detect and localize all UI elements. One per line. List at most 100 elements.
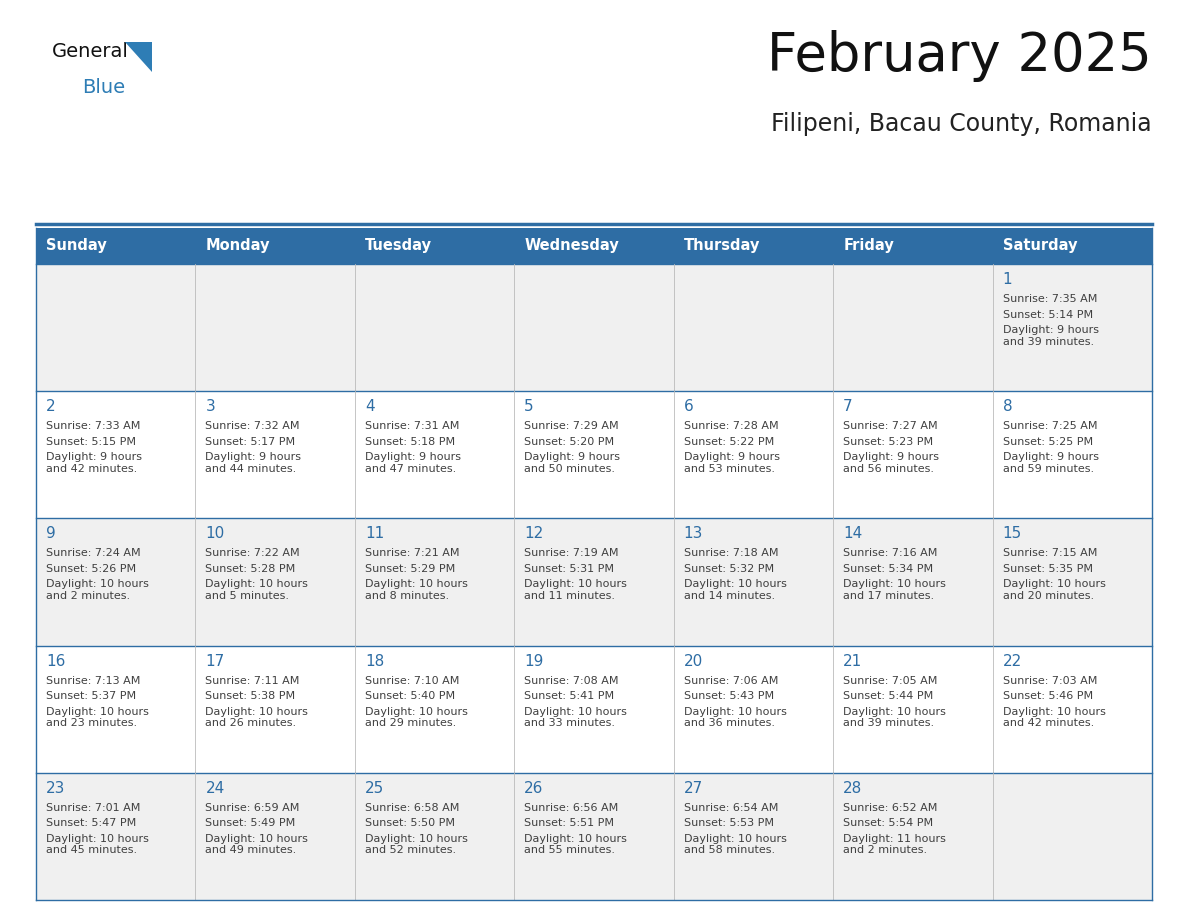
Text: Daylight: 9 hours
and 44 minutes.: Daylight: 9 hours and 44 minutes. bbox=[206, 453, 302, 474]
Text: Daylight: 10 hours
and 8 minutes.: Daylight: 10 hours and 8 minutes. bbox=[365, 579, 468, 601]
Text: Sunset: 5:18 PM: Sunset: 5:18 PM bbox=[365, 437, 455, 447]
Bar bbox=[36, 645, 1152, 773]
Text: 2: 2 bbox=[46, 399, 56, 414]
Text: Sunrise: 7:21 AM: Sunrise: 7:21 AM bbox=[365, 548, 460, 558]
Bar bbox=[36, 519, 1152, 645]
Text: Sunrise: 7:03 AM: Sunrise: 7:03 AM bbox=[1003, 676, 1097, 686]
Text: Sunrise: 7:28 AM: Sunrise: 7:28 AM bbox=[684, 421, 778, 431]
Text: Daylight: 10 hours
and 42 minutes.: Daylight: 10 hours and 42 minutes. bbox=[1003, 707, 1106, 728]
Text: Sunset: 5:41 PM: Sunset: 5:41 PM bbox=[524, 691, 614, 701]
Text: Sunset: 5:32 PM: Sunset: 5:32 PM bbox=[684, 564, 773, 574]
Text: Daylight: 9 hours
and 59 minutes.: Daylight: 9 hours and 59 minutes. bbox=[1003, 453, 1099, 474]
Text: Daylight: 10 hours
and 55 minutes.: Daylight: 10 hours and 55 minutes. bbox=[524, 834, 627, 856]
Bar bbox=[36, 264, 1152, 391]
Text: Sunrise: 6:56 AM: Sunrise: 6:56 AM bbox=[524, 803, 619, 812]
Text: 23: 23 bbox=[46, 781, 65, 796]
Text: Sunset: 5:54 PM: Sunset: 5:54 PM bbox=[843, 818, 934, 828]
Text: Daylight: 10 hours
and 45 minutes.: Daylight: 10 hours and 45 minutes. bbox=[46, 834, 148, 856]
Text: Sunset: 5:29 PM: Sunset: 5:29 PM bbox=[365, 564, 455, 574]
Text: Sunrise: 6:52 AM: Sunrise: 6:52 AM bbox=[843, 803, 937, 812]
Text: 24: 24 bbox=[206, 781, 225, 796]
Text: Sunset: 5:25 PM: Sunset: 5:25 PM bbox=[1003, 437, 1093, 447]
Text: 3: 3 bbox=[206, 399, 215, 414]
Text: 28: 28 bbox=[843, 781, 862, 796]
Text: Sunset: 5:46 PM: Sunset: 5:46 PM bbox=[1003, 691, 1093, 701]
Text: 16: 16 bbox=[46, 654, 65, 668]
Text: Sunset: 5:31 PM: Sunset: 5:31 PM bbox=[524, 564, 614, 574]
Text: Daylight: 11 hours
and 2 minutes.: Daylight: 11 hours and 2 minutes. bbox=[843, 834, 946, 856]
Text: Sunrise: 7:33 AM: Sunrise: 7:33 AM bbox=[46, 421, 140, 431]
Text: 10: 10 bbox=[206, 526, 225, 542]
Text: Sunset: 5:20 PM: Sunset: 5:20 PM bbox=[524, 437, 614, 447]
Text: Daylight: 10 hours
and 49 minutes.: Daylight: 10 hours and 49 minutes. bbox=[206, 834, 309, 856]
Text: Sunrise: 7:25 AM: Sunrise: 7:25 AM bbox=[1003, 421, 1097, 431]
Text: 9: 9 bbox=[46, 526, 56, 542]
Text: 7: 7 bbox=[843, 399, 853, 414]
Text: Sunrise: 6:59 AM: Sunrise: 6:59 AM bbox=[206, 803, 299, 812]
Text: Daylight: 10 hours
and 2 minutes.: Daylight: 10 hours and 2 minutes. bbox=[46, 579, 148, 601]
Text: Sunset: 5:53 PM: Sunset: 5:53 PM bbox=[684, 818, 773, 828]
Text: Sunset: 5:14 PM: Sunset: 5:14 PM bbox=[1003, 309, 1093, 319]
Text: Sunrise: 7:24 AM: Sunrise: 7:24 AM bbox=[46, 548, 140, 558]
Text: Sunset: 5:34 PM: Sunset: 5:34 PM bbox=[843, 564, 934, 574]
Text: Daylight: 10 hours
and 5 minutes.: Daylight: 10 hours and 5 minutes. bbox=[206, 579, 309, 601]
Text: Sunset: 5:47 PM: Sunset: 5:47 PM bbox=[46, 818, 137, 828]
Text: Daylight: 9 hours
and 42 minutes.: Daylight: 9 hours and 42 minutes. bbox=[46, 453, 143, 474]
Text: Sunrise: 7:08 AM: Sunrise: 7:08 AM bbox=[524, 676, 619, 686]
Text: 1: 1 bbox=[1003, 272, 1012, 287]
Text: Sunrise: 7:35 AM: Sunrise: 7:35 AM bbox=[1003, 294, 1097, 304]
Text: Thursday: Thursday bbox=[684, 239, 760, 253]
Text: Sunrise: 7:29 AM: Sunrise: 7:29 AM bbox=[524, 421, 619, 431]
Text: Sunrise: 6:58 AM: Sunrise: 6:58 AM bbox=[365, 803, 460, 812]
Text: Sunrise: 7:31 AM: Sunrise: 7:31 AM bbox=[365, 421, 460, 431]
Text: 6: 6 bbox=[684, 399, 694, 414]
Text: Filipeni, Bacau County, Romania: Filipeni, Bacau County, Romania bbox=[771, 112, 1152, 136]
Bar bbox=[36, 773, 1152, 900]
Text: Tuesday: Tuesday bbox=[365, 239, 432, 253]
Text: 17: 17 bbox=[206, 654, 225, 668]
Text: Daylight: 10 hours
and 11 minutes.: Daylight: 10 hours and 11 minutes. bbox=[524, 579, 627, 601]
Text: Sunrise: 7:11 AM: Sunrise: 7:11 AM bbox=[206, 676, 299, 686]
Text: Sunset: 5:17 PM: Sunset: 5:17 PM bbox=[206, 437, 296, 447]
Text: 25: 25 bbox=[365, 781, 384, 796]
Text: Daylight: 10 hours
and 23 minutes.: Daylight: 10 hours and 23 minutes. bbox=[46, 707, 148, 728]
Text: Sunrise: 7:01 AM: Sunrise: 7:01 AM bbox=[46, 803, 140, 812]
Text: Monday: Monday bbox=[206, 239, 270, 253]
Text: 26: 26 bbox=[524, 781, 544, 796]
Text: Sunrise: 7:15 AM: Sunrise: 7:15 AM bbox=[1003, 548, 1097, 558]
Text: Wednesday: Wednesday bbox=[524, 239, 619, 253]
Text: Sunset: 5:49 PM: Sunset: 5:49 PM bbox=[206, 818, 296, 828]
Text: Sunset: 5:50 PM: Sunset: 5:50 PM bbox=[365, 818, 455, 828]
Text: Sunrise: 7:27 AM: Sunrise: 7:27 AM bbox=[843, 421, 937, 431]
Text: Daylight: 9 hours
and 53 minutes.: Daylight: 9 hours and 53 minutes. bbox=[684, 453, 779, 474]
Text: Sunday: Sunday bbox=[46, 239, 107, 253]
Text: Sunrise: 7:18 AM: Sunrise: 7:18 AM bbox=[684, 548, 778, 558]
Text: Daylight: 9 hours
and 50 minutes.: Daylight: 9 hours and 50 minutes. bbox=[524, 453, 620, 474]
Text: Daylight: 9 hours
and 39 minutes.: Daylight: 9 hours and 39 minutes. bbox=[1003, 325, 1099, 347]
Text: Daylight: 10 hours
and 52 minutes.: Daylight: 10 hours and 52 minutes. bbox=[365, 834, 468, 856]
Text: Sunrise: 6:54 AM: Sunrise: 6:54 AM bbox=[684, 803, 778, 812]
Text: 15: 15 bbox=[1003, 526, 1022, 542]
Text: 20: 20 bbox=[684, 654, 703, 668]
Text: Daylight: 10 hours
and 39 minutes.: Daylight: 10 hours and 39 minutes. bbox=[843, 707, 946, 728]
Text: 4: 4 bbox=[365, 399, 374, 414]
Text: Sunset: 5:35 PM: Sunset: 5:35 PM bbox=[1003, 564, 1093, 574]
Bar bbox=[36, 391, 1152, 519]
Text: Sunset: 5:23 PM: Sunset: 5:23 PM bbox=[843, 437, 934, 447]
Text: Sunrise: 7:32 AM: Sunrise: 7:32 AM bbox=[206, 421, 299, 431]
Text: Daylight: 10 hours
and 33 minutes.: Daylight: 10 hours and 33 minutes. bbox=[524, 707, 627, 728]
Text: 12: 12 bbox=[524, 526, 544, 542]
Text: Daylight: 10 hours
and 36 minutes.: Daylight: 10 hours and 36 minutes. bbox=[684, 707, 786, 728]
Text: 19: 19 bbox=[524, 654, 544, 668]
Text: February 2025: February 2025 bbox=[767, 30, 1152, 82]
Text: 27: 27 bbox=[684, 781, 703, 796]
Text: 5: 5 bbox=[524, 399, 533, 414]
Text: Sunset: 5:38 PM: Sunset: 5:38 PM bbox=[206, 691, 296, 701]
Text: Daylight: 10 hours
and 14 minutes.: Daylight: 10 hours and 14 minutes. bbox=[684, 579, 786, 601]
Text: Friday: Friday bbox=[843, 239, 893, 253]
Text: 8: 8 bbox=[1003, 399, 1012, 414]
Text: Sunrise: 7:16 AM: Sunrise: 7:16 AM bbox=[843, 548, 937, 558]
Text: Daylight: 10 hours
and 20 minutes.: Daylight: 10 hours and 20 minutes. bbox=[1003, 579, 1106, 601]
Text: 22: 22 bbox=[1003, 654, 1022, 668]
Text: Sunset: 5:43 PM: Sunset: 5:43 PM bbox=[684, 691, 773, 701]
